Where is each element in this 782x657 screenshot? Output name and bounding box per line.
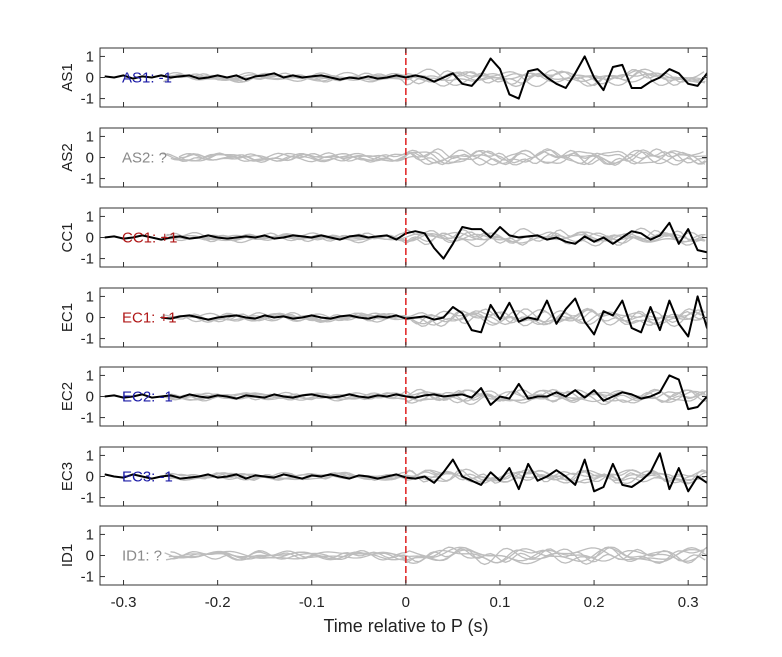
background-trace (166, 227, 705, 248)
polarity-label-id1: ID1: ? (122, 548, 162, 565)
background-trace (167, 389, 707, 404)
y-tick-label: 0 (86, 389, 94, 406)
x-tick-label: 0.2 (584, 594, 605, 611)
x-tick-label: -0.3 (111, 594, 137, 611)
polarity-label-as2: AS2: ? (122, 150, 167, 167)
y-tick-label: 0 (86, 70, 94, 87)
polarity-label-as1: AS1: -1 (122, 70, 172, 87)
panel-as1: 1 0 -1 AS1 AS1: -1 (59, 47, 708, 108)
y-tick-label: 1 (86, 367, 94, 384)
y-tick-label: 0 (86, 150, 94, 167)
y-tick-label: -1 (81, 410, 94, 427)
x-tick-label: -0.2 (205, 594, 231, 611)
y-tick-label: -1 (81, 251, 94, 268)
x-tick-label: -0.1 (299, 594, 325, 611)
station-label-ec3: EC3 (59, 462, 76, 491)
panel-cc1: 1 0 -1 CC1 CC1: +1 (59, 207, 708, 268)
y-tick-label: 0 (86, 310, 94, 327)
x-tick-label: 0.3 (678, 594, 699, 611)
x-tick-label: 0.1 (490, 594, 511, 611)
y-tick-label: -1 (81, 171, 94, 188)
station-label-as1: AS1 (59, 63, 76, 91)
background-trace (164, 470, 707, 483)
polarity-label-ec3: EC3: -1 (122, 469, 173, 486)
y-tick-label: 0 (86, 469, 94, 486)
y-tick-label: -1 (81, 331, 94, 348)
y-tick-label: 0 (86, 230, 94, 247)
station-label-as2: AS2 (59, 143, 76, 171)
background-trace (166, 72, 706, 83)
trace-ec1 (161, 295, 707, 338)
y-tick-label: 1 (86, 128, 94, 145)
polarity-label-cc1: CC1: +1 (122, 230, 177, 247)
y-tick-label: 1 (86, 208, 94, 225)
trace-ec3 (104, 452, 707, 493)
station-label-ec2: EC2 (59, 382, 76, 411)
background-trace (170, 148, 706, 166)
polarity-label-ec2: EC2: -1 (122, 389, 173, 406)
y-tick-label: 1 (86, 526, 94, 543)
trace-ec2 (104, 374, 707, 411)
station-label-cc1: CC1 (59, 222, 76, 252)
y-tick-label: 1 (86, 288, 94, 305)
y-tick-label: 1 (86, 447, 94, 464)
x-tick-label: 0 (402, 594, 410, 611)
panel-ec1: 1 0 -1 EC1 EC1: +1 (59, 287, 708, 348)
y-tick-label: -1 (81, 490, 94, 507)
panel-id1: 1 0 -1 ID1 ID1: ? (59, 525, 708, 586)
background-trace (174, 149, 707, 166)
polarity-label-ec1: EC1: +1 (122, 310, 177, 327)
panel-ec2: 1 0 -1 EC2 EC2: -1 (59, 366, 708, 427)
y-tick-label: -1 (81, 91, 94, 108)
y-tick-label: 0 (86, 548, 94, 565)
background-trace (179, 150, 707, 165)
x-axis-label: Time relative to P (s) (323, 616, 488, 636)
station-label-id1: ID1 (59, 544, 76, 567)
background-trace (167, 469, 706, 484)
panel-as2: 1 0 -1 AS2 AS2: ? (59, 127, 708, 188)
y-tick-label: 1 (86, 48, 94, 65)
trace-as1 (104, 55, 707, 100)
background-trace (170, 548, 706, 563)
y-tick-label: -1 (81, 569, 94, 586)
background-trace (164, 546, 707, 566)
background-trace (170, 546, 705, 564)
background-trace (179, 547, 707, 564)
station-label-ec1: EC1 (59, 303, 76, 332)
panel-ec3: 1 0 -1 EC3 EC3: -1 (59, 446, 708, 507)
